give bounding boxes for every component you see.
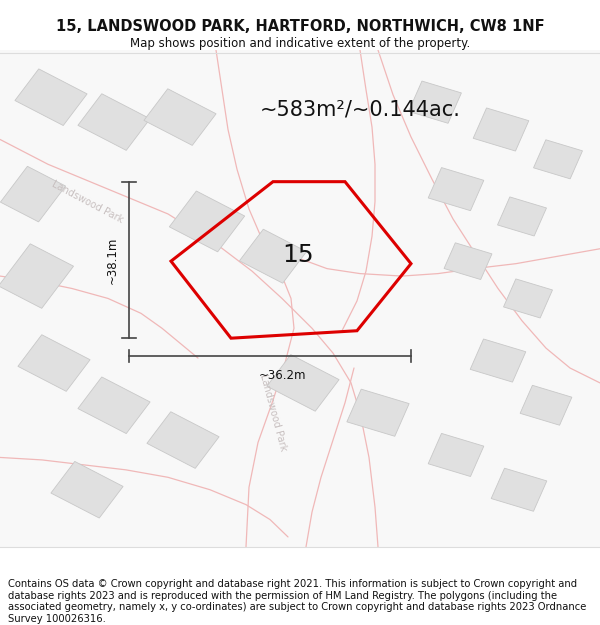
Text: ~36.2m: ~36.2m <box>258 369 306 382</box>
Polygon shape <box>15 69 87 126</box>
Text: Landswood Park: Landswood Park <box>50 179 124 224</box>
Polygon shape <box>267 354 339 411</box>
Polygon shape <box>503 279 553 318</box>
Polygon shape <box>428 168 484 211</box>
Polygon shape <box>497 197 547 236</box>
Polygon shape <box>533 140 583 179</box>
Polygon shape <box>347 389 409 436</box>
Text: ~583m²/~0.144ac.: ~583m²/~0.144ac. <box>260 99 460 119</box>
Polygon shape <box>520 385 572 425</box>
Polygon shape <box>78 94 150 151</box>
Text: Landswood Park: Landswood Park <box>258 373 288 452</box>
Polygon shape <box>147 412 219 468</box>
Polygon shape <box>0 244 74 308</box>
Polygon shape <box>473 108 529 151</box>
Text: 15, LANDSWOOD PARK, HARTFORD, NORTHWICH, CW8 1NF: 15, LANDSWOOD PARK, HARTFORD, NORTHWICH,… <box>56 19 544 34</box>
Polygon shape <box>444 242 492 279</box>
Polygon shape <box>51 461 123 518</box>
Polygon shape <box>169 191 245 252</box>
Polygon shape <box>239 229 307 283</box>
Text: 15: 15 <box>282 242 314 266</box>
Text: Map shows position and indicative extent of the property.: Map shows position and indicative extent… <box>130 38 470 50</box>
Polygon shape <box>428 433 484 476</box>
Polygon shape <box>491 468 547 511</box>
Polygon shape <box>18 335 90 391</box>
Text: Contains OS data © Crown copyright and database right 2021. This information is : Contains OS data © Crown copyright and d… <box>8 579 586 624</box>
Polygon shape <box>1 166 65 222</box>
Polygon shape <box>144 89 216 146</box>
Text: ~38.1m: ~38.1m <box>106 236 119 284</box>
Polygon shape <box>409 81 461 123</box>
Polygon shape <box>470 339 526 382</box>
Polygon shape <box>78 377 150 434</box>
